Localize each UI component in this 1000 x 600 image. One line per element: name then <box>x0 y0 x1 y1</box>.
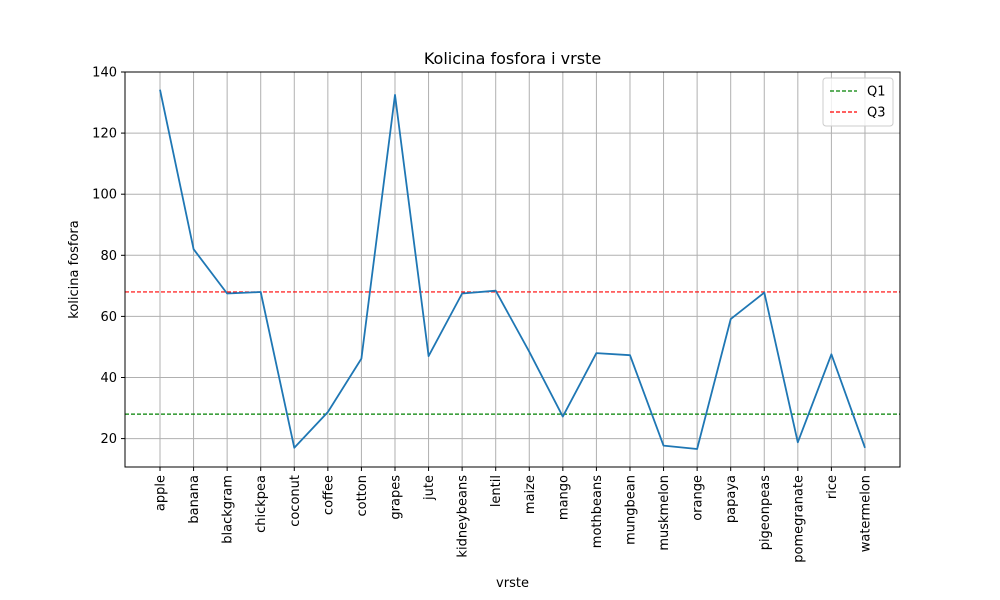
data-point-mango <box>561 415 564 418</box>
grid-lines <box>125 71 900 467</box>
data-point-watermelon <box>863 446 866 449</box>
x-tick-label-pigeonpeas: pigeonpeas <box>758 475 773 551</box>
data-point-lentil <box>494 289 497 292</box>
x-tick-label-cotton: cotton <box>355 475 370 517</box>
y-axis-label: kolicina fosfora <box>67 220 82 318</box>
y-tick-label: 140 <box>92 66 117 81</box>
data-point-muskmelon <box>662 444 665 447</box>
x-tick-label-pomegranate: pomegranate <box>791 475 806 563</box>
data-point-cotton <box>360 357 363 360</box>
x-tick-label-watermelon: watermelon <box>858 475 873 552</box>
x-tick-label-maize: maize <box>523 475 538 514</box>
y-tick-label: 40 <box>100 371 117 386</box>
data-point-chickpea <box>259 290 262 293</box>
x-tick-label-mungbean: mungbean <box>623 475 638 545</box>
data-point-kidneybeans <box>461 292 464 295</box>
y-tick-label: 80 <box>100 249 117 264</box>
x-tick-label-grapes: grapes <box>388 475 403 520</box>
chart-title: Kolicina fosfora i vrste <box>424 49 601 68</box>
data-point-apple <box>159 88 162 91</box>
data-point-coffee <box>326 411 329 414</box>
x-tick-label-blackgram: blackgram <box>221 475 236 544</box>
data-point-blackgram <box>226 292 229 295</box>
x-tick-label-lentil: lentil <box>489 475 504 507</box>
x-tick-label-chickpea: chickpea <box>254 475 269 533</box>
x-axis-ticks: apple banana blackgram chickpea coconut coffe… <box>154 467 873 563</box>
data-point-orange <box>696 447 699 450</box>
data-point-banana <box>192 248 195 251</box>
x-tick-label-kidneybeans: kidneybeans <box>456 475 471 558</box>
series-line-0 <box>159 89 866 450</box>
x-tick-label-coconut: coconut <box>288 475 303 527</box>
x-tick-label-papaya: papaya <box>724 475 739 523</box>
y-tick-label: 120 <box>92 127 117 142</box>
legend-label-q3: Q3 <box>867 106 886 121</box>
x-tick-label-apple: apple <box>154 475 169 511</box>
x-tick-label-mothbeans: mothbeans <box>590 475 605 548</box>
x-tick-label-muskmelon: muskmelon <box>657 475 672 551</box>
data-point-jute <box>427 355 430 358</box>
y-tick-label: 60 <box>100 310 117 325</box>
y-tick-label: 20 <box>100 432 117 447</box>
data-point-coconut <box>293 446 296 449</box>
x-tick-label-coffee: coffee <box>321 475 336 515</box>
legend-label-q1: Q1 <box>867 85 886 100</box>
y-tick-label: 100 <box>92 188 117 203</box>
data-point-mungbean <box>628 354 631 357</box>
plot-frame <box>124 71 901 468</box>
x-tick-label-mango: mango <box>556 475 571 520</box>
data-point-rice <box>830 353 833 356</box>
x-tick-label-banana: banana <box>187 475 202 524</box>
legend-box <box>822 77 894 127</box>
data-point-papaya <box>729 318 732 321</box>
data-point-grapes <box>393 93 396 96</box>
y-axis-ticks: 20 40 60 80 100 120 140 <box>92 66 125 447</box>
x-tick-label-orange: orange <box>691 475 706 521</box>
data-point-pomegranate <box>796 441 799 444</box>
data-point-maize <box>528 350 531 353</box>
x-tick-label-jute: jute <box>422 475 437 501</box>
x-axis-label: vrste <box>496 576 529 591</box>
data-point-mothbeans <box>595 352 598 355</box>
series-layer <box>159 88 866 450</box>
x-tick-label-rice: rice <box>825 475 840 499</box>
data-point-pigeonpeas <box>763 291 766 294</box>
